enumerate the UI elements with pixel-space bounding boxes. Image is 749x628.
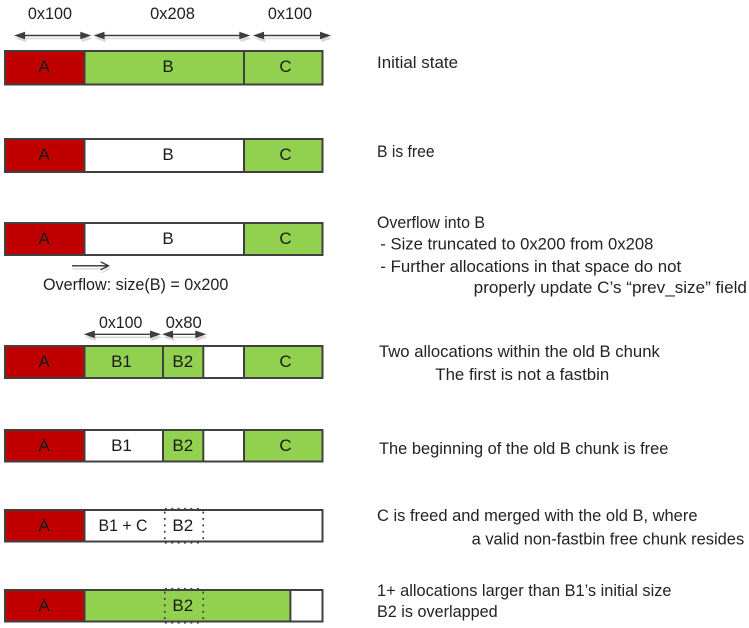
svg-text:B: B — [162, 57, 173, 76]
svg-text:B1 + C: B1 + C — [99, 516, 148, 535]
svg-text:- Size truncated to 0x200 from: - Size truncated to 0x200 from 0x208 — [380, 235, 653, 254]
svg-text:0x100: 0x100 — [99, 313, 143, 332]
svg-text:Two allocations within the old: Two allocations within the old B chunk — [379, 342, 660, 361]
svg-text:0x100: 0x100 — [268, 4, 312, 23]
svg-text:A: A — [39, 596, 51, 615]
svg-text:B: B — [162, 145, 173, 164]
svg-text:A: A — [39, 57, 51, 76]
svg-text:A: A — [39, 229, 51, 248]
svg-text:B2: B2 — [172, 516, 193, 535]
svg-text:Overflow into B: Overflow into B — [377, 213, 485, 232]
svg-text:The beginning of the old B chu: The beginning of the old B chunk is free — [379, 439, 668, 458]
svg-text:B2: B2 — [172, 596, 193, 615]
svg-text:C: C — [279, 229, 291, 248]
svg-text:C is freed and merged with the: C is freed and merged with the old B, wh… — [377, 506, 698, 525]
svg-text:B1: B1 — [111, 352, 132, 371]
svg-text:B2: B2 — [172, 352, 193, 371]
svg-text:B2: B2 — [172, 436, 193, 455]
svg-text:C: C — [279, 57, 291, 76]
svg-text:1+ allocations larger than B1’: 1+ allocations larger than B1’s initial … — [377, 581, 672, 600]
svg-text:A: A — [39, 436, 51, 455]
svg-text:B is free: B is free — [377, 142, 435, 161]
svg-text:A: A — [39, 516, 51, 535]
svg-text:0x100: 0x100 — [28, 4, 72, 23]
svg-text:properly update C’s “prev_size: properly update C’s “prev_size” field — [474, 278, 747, 297]
svg-text:C: C — [279, 436, 291, 455]
svg-text:- Further allocations in that: - Further allocations in that space do n… — [380, 257, 681, 276]
svg-text:0x208: 0x208 — [150, 4, 195, 23]
svg-text:Initial state: Initial state — [377, 53, 458, 72]
svg-text:A: A — [39, 352, 51, 371]
svg-text:B: B — [162, 229, 173, 248]
svg-text:The first is not a fastbin: The first is not a fastbin — [435, 365, 609, 384]
svg-text:B2 is overlapped: B2 is overlapped — [377, 602, 498, 621]
svg-text:A: A — [39, 145, 51, 164]
svg-text:a valid non-fastbin free chunk: a valid non-fastbin free chunk resides — [472, 529, 745, 548]
svg-text:C: C — [279, 145, 291, 164]
svg-text:B1: B1 — [111, 436, 132, 455]
svg-text:Overflow: size(B) = 0x200: Overflow: size(B) = 0x200 — [43, 275, 228, 294]
svg-text:C: C — [279, 352, 291, 371]
svg-text:0x80: 0x80 — [166, 313, 202, 332]
